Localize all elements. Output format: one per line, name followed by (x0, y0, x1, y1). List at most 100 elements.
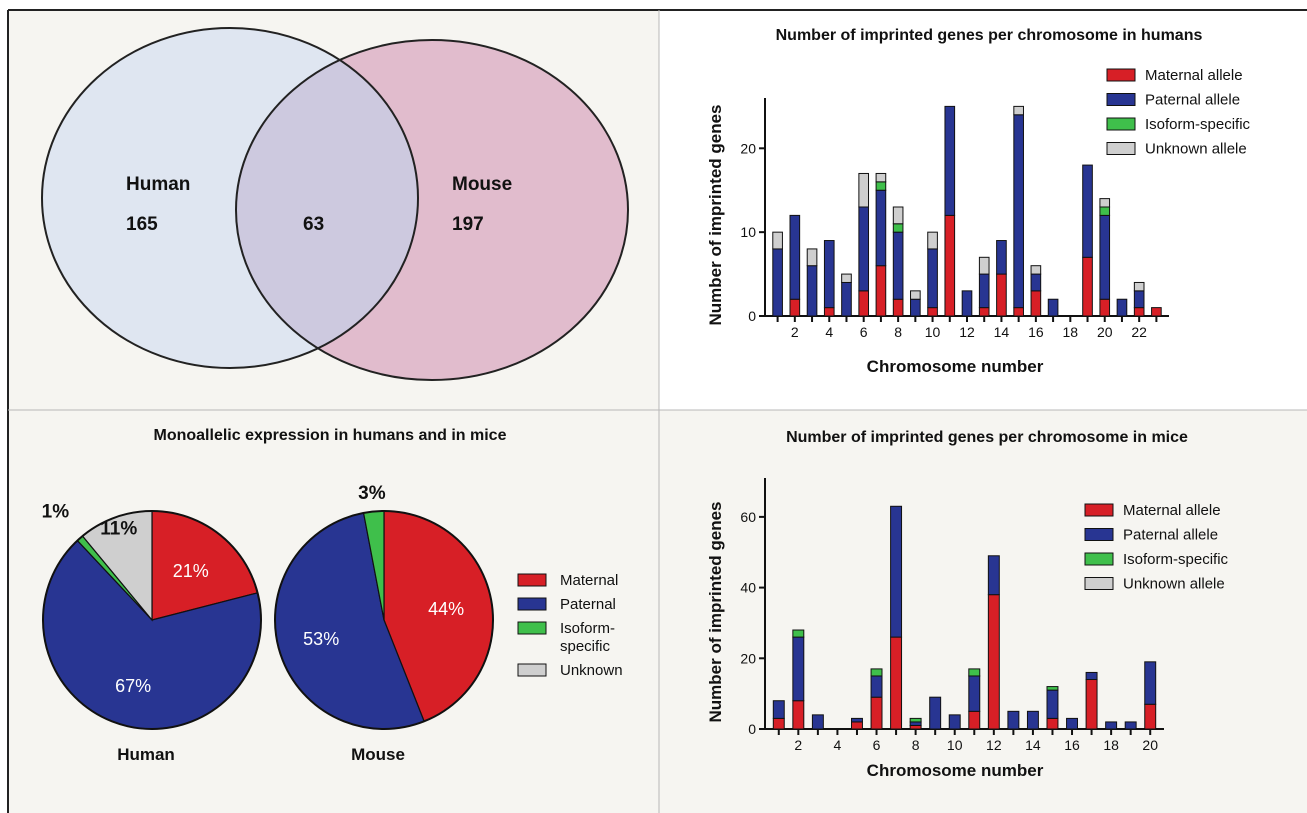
pie-slice-label: 11% (100, 519, 137, 540)
legend-swatch (1084, 528, 1114, 541)
venn-overlap (236, 40, 418, 368)
bar-segment (892, 223, 904, 233)
x-tick-label: 16 (1028, 324, 1044, 340)
x-tick-label: 16 (1064, 737, 1080, 753)
legend-label: Maternal allele (1145, 67, 1243, 84)
bar-segment (1133, 290, 1145, 309)
bar-segment (1144, 661, 1157, 705)
bar-segment (1082, 164, 1093, 258)
bar-segment (1013, 307, 1024, 317)
bar-segment (1047, 298, 1059, 317)
x-tick-label: 4 (834, 737, 842, 753)
venn-mouse-label: Mouse (452, 174, 512, 195)
bar-segment (806, 265, 818, 317)
x-tick-label: 6 (873, 737, 881, 753)
mouse-chart-ylabel: Number of imprinted genes (706, 501, 725, 722)
bar-segment (1030, 290, 1042, 317)
bar-segment (890, 505, 903, 638)
bar-segment (996, 273, 1007, 317)
bar-segment (968, 668, 981, 677)
bar-segment (1133, 307, 1145, 317)
bar-segment (1099, 298, 1111, 317)
bar-segment (789, 298, 801, 317)
bar-segment (927, 231, 938, 250)
bar-segment (823, 240, 835, 309)
pie-slice-label: 67% (115, 676, 151, 696)
bar-segment (823, 307, 835, 317)
bar-segment (789, 214, 801, 300)
bar-segment (1099, 214, 1111, 300)
venn-outline-mouse (235, 39, 629, 381)
legend-label: Paternal (560, 596, 616, 613)
bar-segment (978, 256, 990, 275)
bar-segment (1007, 710, 1020, 730)
bar-segment (909, 717, 922, 723)
legend-label: Maternal allele (1123, 502, 1221, 519)
x-tick-label: 8 (912, 737, 920, 753)
bar-segment (851, 717, 863, 723)
pie-name-label: Human (117, 745, 175, 764)
bar-segment (841, 281, 852, 317)
mouse-bar-chart: Number of imprinted genes per chromosome… (706, 429, 1229, 780)
legend-swatch (1106, 68, 1136, 82)
legend-swatch (1084, 503, 1114, 517)
legend-label: Isoform- (560, 620, 615, 637)
panel-mouse-bars (659, 410, 1307, 813)
human-chart-title: Number of imprinted genes per chromosome… (776, 27, 1203, 44)
x-tick-label: 18 (1063, 324, 1079, 340)
x-tick-label: 18 (1103, 737, 1119, 753)
bar-segment (875, 265, 887, 317)
bar-segment (772, 700, 785, 719)
human-chart-xlabel: Chromosome number (867, 357, 1044, 376)
bar-segment (909, 721, 922, 726)
bar-segment (1099, 198, 1111, 208)
bar-segment (910, 290, 921, 300)
x-tick-label: 12 (986, 737, 1002, 753)
bar-segment (841, 273, 852, 283)
pie-chart-title: Monoallelic expression in humans and in … (154, 427, 507, 444)
legend-label: Paternal allele (1123, 527, 1218, 544)
bar-segment (858, 172, 870, 208)
bar-segment (772, 248, 783, 317)
pie-name-label: Mouse (351, 745, 405, 764)
legend-label: Paternal allele (1145, 92, 1240, 109)
x-tick-label: 10 (947, 737, 963, 753)
bar-segment (929, 696, 942, 730)
legend-swatch (517, 621, 547, 635)
bar-segment (1151, 307, 1162, 317)
bar-segment (909, 724, 922, 730)
bar-segment (1144, 703, 1157, 730)
y-tick-label: 0 (748, 721, 756, 737)
pie-charts: Monoallelic expression in humans and in … (42, 427, 623, 764)
bar-segment (890, 636, 903, 730)
human-chart-legend: Maternal allele Paternal allele Isoform-sp… (1106, 67, 1251, 158)
bar-segment (772, 717, 785, 730)
x-tick-label: 2 (794, 737, 802, 753)
bar-segment (996, 240, 1007, 275)
mouse-chart-title: Number of imprinted genes per chromosome… (786, 429, 1188, 446)
bar-segment (1013, 105, 1024, 116)
bar-segment (1099, 206, 1111, 216)
legend-swatch (517, 597, 547, 611)
bar-segment (948, 714, 961, 730)
x-tick-label: 8 (894, 324, 902, 340)
venn-human-value: 165 (126, 214, 158, 235)
bar-segment (1013, 114, 1024, 309)
bar-segment (968, 675, 981, 712)
bar-segment (772, 231, 783, 250)
x-tick-label: 2 (791, 324, 799, 340)
pie-slice-label: 1% (42, 501, 70, 522)
bar-segment (987, 594, 1000, 730)
bar-segment (792, 636, 805, 702)
human-chart-ylabel: Number of imprinted genes (706, 104, 725, 325)
legend-label: Isoform-specific (1145, 116, 1251, 133)
y-tick-label: 0 (748, 308, 756, 324)
bar-segment (927, 307, 938, 317)
venn-human-label: Human (126, 174, 190, 195)
bar-segment (927, 248, 938, 309)
legend-swatch (517, 573, 547, 587)
venn-outline-human (41, 27, 419, 369)
bar-segment (870, 696, 883, 730)
bar-segment (978, 273, 990, 309)
bar-segment (968, 710, 981, 730)
